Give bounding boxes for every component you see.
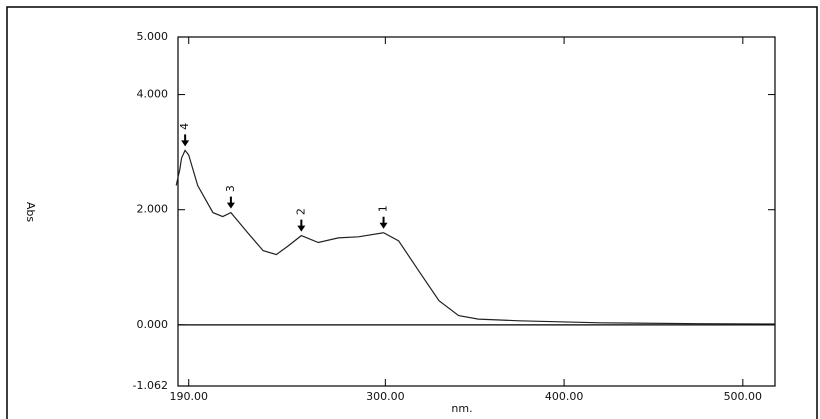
spectrum-line xyxy=(175,149,776,325)
x-tick-label: 300.00 xyxy=(366,390,405,403)
plot-frame xyxy=(177,36,776,387)
y-axis-label: Abs xyxy=(24,202,37,223)
y-tick-label: 0.000 xyxy=(137,318,169,331)
peak-arrow xyxy=(379,216,388,229)
peak-arrow xyxy=(181,134,190,147)
outer-frame xyxy=(6,6,818,419)
y-tick-label: 4.000 xyxy=(137,88,169,101)
peak-label: 2 xyxy=(294,208,307,215)
x-tick-label: 190.00 xyxy=(169,390,208,403)
y-tick-label: 2.000 xyxy=(137,203,169,216)
y-tick-label: -1.062 xyxy=(133,379,168,392)
peak-label: 4 xyxy=(178,123,191,130)
peak-label: 3 xyxy=(224,185,237,192)
peak-arrow xyxy=(226,196,235,209)
peak-arrow xyxy=(297,219,306,232)
peak-label: 1 xyxy=(377,205,390,212)
x-tick-label: 400.00 xyxy=(545,390,584,403)
y-tick-label: 5.000 xyxy=(137,30,169,43)
x-axis-label: nm. xyxy=(451,402,472,415)
x-tick-label: 500.00 xyxy=(724,390,763,403)
